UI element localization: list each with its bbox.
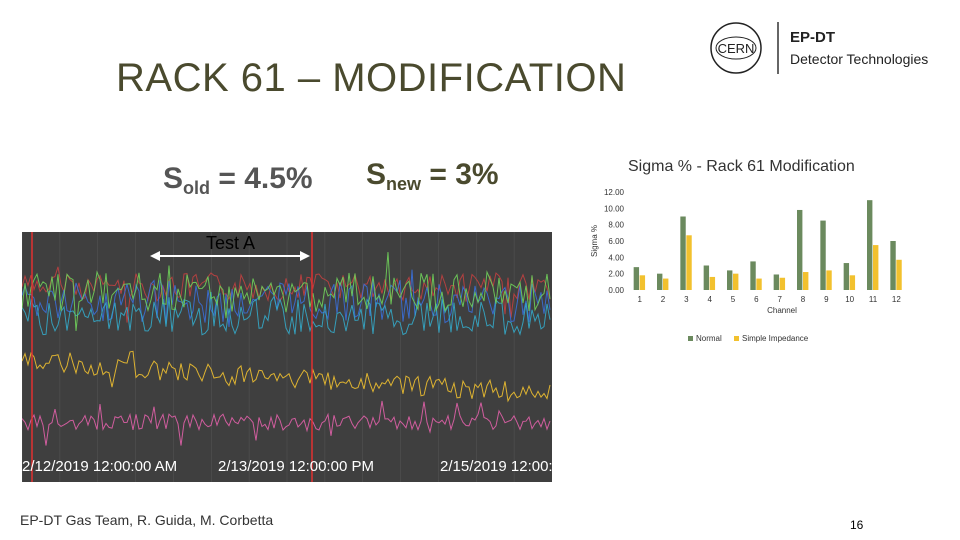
x-tick-label: 9 [824,295,829,304]
bar-normal-ch9 [820,220,826,290]
bar-simple-impedance-ch12 [896,259,902,290]
bar-simple-impedance-ch6 [756,278,762,290]
legend-entry: Normal [696,334,722,343]
cern-ep-dt-logo: CERN EP-DT Detector Technologies [710,22,928,74]
bar-normal-ch4 [703,265,710,290]
trend-traces [21,232,551,482]
bar-simple-impedance-ch1 [639,275,646,290]
trace-cyan [21,291,551,336]
y-tick-label: 4.00 [608,253,624,262]
chart-title: Sigma % - Rack 61 Modification [628,158,855,175]
sigma-new-sub: new [386,174,422,194]
sigma-old-value: = 4.5% [210,162,313,195]
x-tick-label: 12 [892,295,901,304]
sigma-new-value: = 3% [421,158,499,191]
x-tick-label: 6 [754,295,759,304]
legend-swatch [734,336,739,341]
x-tick-label: 3 [684,295,689,304]
bar-simple-impedance-ch3 [686,235,692,290]
footer-credits: EP-DT Gas Team, R. Guida, M. Corbetta [20,512,274,528]
test-a-arrow [150,251,310,261]
test-a-label: Test A [206,233,256,253]
bar-simple-impedance-ch4 [709,276,716,290]
bar-normal-ch2 [657,273,663,290]
x-axis-label: Channel [767,306,797,315]
logo-org: CERN [718,41,755,56]
x-tick-label: 5 [731,295,736,304]
x-tick-label: 1 [637,295,642,304]
trace-yellow [21,350,551,403]
legend-swatch [688,336,693,341]
sigma-old-symbol: S [163,162,184,195]
sigma-new: Snew = 3% [366,158,499,195]
x-tick-label: 11 [869,295,878,304]
slide-title: RACK 61 – MODIFICATION [116,56,627,100]
y-axis-label: Sigma % [590,225,599,257]
x-tick-label: 8 [801,295,806,304]
bar-simple-impedance-ch2 [663,278,669,290]
x-tick-label: 4 [707,295,712,304]
sigma-old-sub: old [183,178,211,198]
x-tick-label: 7 [777,295,782,304]
y-tick-label: 2.00 [608,270,624,279]
bar-simple-impedance-ch11 [873,245,879,290]
legend-entry: Simple Impedance [742,334,809,343]
trace-green [21,252,551,331]
trace-blue [21,269,551,327]
x-tick-label: 2 [661,295,666,304]
y-tick-label: 12.00 [604,188,625,197]
bar-normal-ch1 [633,267,640,290]
trend-date-2: 2/13/2019 12:00:00 PM [218,458,374,475]
bar-simple-impedance-ch9 [826,270,832,290]
bar-normal-ch10 [843,263,850,290]
y-tick-label: 8.00 [608,221,624,230]
trace-red [21,266,551,323]
bar-simple-impedance-ch10 [849,275,856,290]
sigma-new-symbol: S [366,158,387,191]
x-tick-label: 10 [845,295,854,304]
bar-normal-ch8 [797,209,803,290]
trend-plot [21,232,552,482]
sigma-old: Sold = 4.5% [163,162,313,199]
y-tick-label: 10.00 [604,204,625,213]
logo-line1: EP-DT [790,29,835,46]
bar-simple-impedance-ch7 [779,277,786,290]
bar-normal-ch3 [680,216,686,290]
y-tick-label: 0.00 [608,286,624,295]
bar-normal-ch11 [867,200,873,290]
bar-normal-ch12 [890,241,896,290]
bar-simple-impedance-ch5 [733,273,739,290]
bar-normal-ch7 [773,274,780,290]
logo-line2: Detector Technologies [790,51,928,67]
bar-normal-ch5 [727,270,733,290]
trend-date-1: 2/12/2019 12:00:00 AM [22,458,178,475]
y-tick-label: 6.00 [608,237,624,246]
trace-pink [21,400,551,446]
bar-normal-ch6 [750,261,756,290]
trend-date-3: 2/15/2019 12:00: [440,458,553,475]
bar-simple-impedance-ch8 [803,272,809,290]
page-number: 16 [850,518,864,532]
